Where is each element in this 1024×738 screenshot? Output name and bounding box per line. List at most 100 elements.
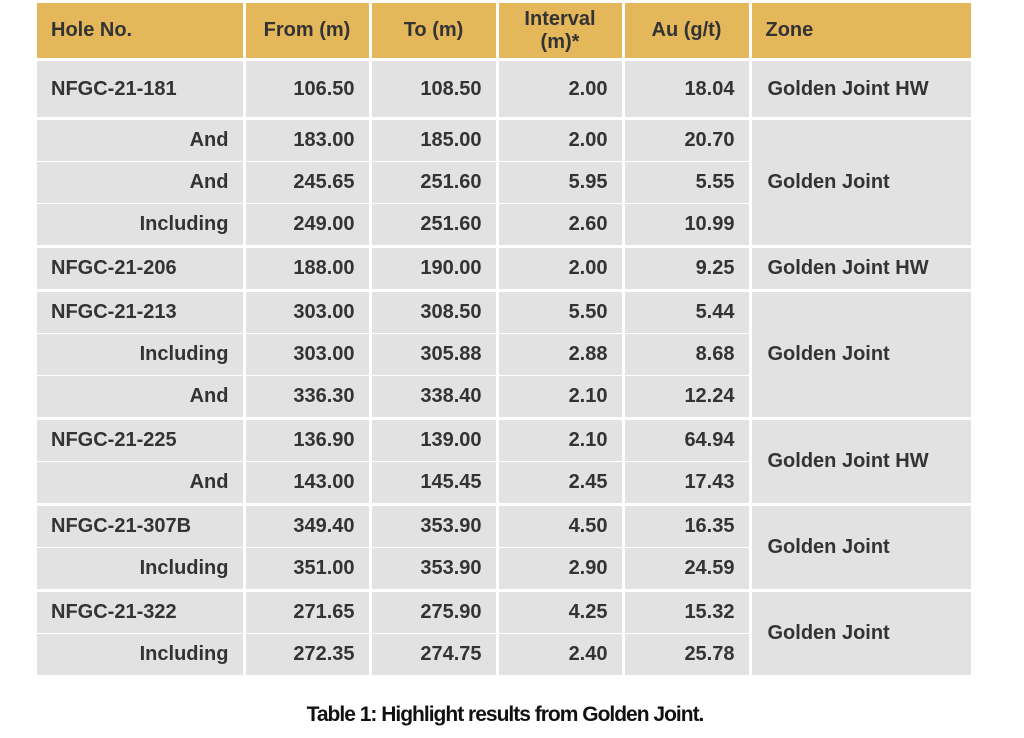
hole-cell: NFGC-21-225 xyxy=(37,417,244,462)
table-row: Including 249.00 251.60 2.60 10.99 xyxy=(37,203,971,247)
table-row: NFGC-21-307B 349.40 353.90 4.50 16.35 Golden … xyxy=(37,503,971,591)
value-cell: 64.94 xyxy=(621,417,750,462)
hole-cell: NFGC-21-206 xyxy=(37,245,244,291)
value-cell: 2.40 xyxy=(495,633,623,675)
table-row: Including 351.00 353.90 2.90 24.59 xyxy=(37,547,971,591)
results-table: Hole No. From (m) To (m) Interval (m)* Au (g… xyxy=(37,3,971,675)
table-row: Including 303.00 305.88 2.88 8.68 xyxy=(37,333,971,376)
value-cell: 145.45 xyxy=(368,461,497,505)
value-cell: 351.00 xyxy=(242,547,370,591)
column-header: Zone xyxy=(748,3,971,60)
zone-cell: Golden Joint HW xyxy=(748,417,971,505)
value-cell: 349.40 xyxy=(242,503,370,548)
value-cell: 25.78 xyxy=(621,633,750,675)
table-row: Including 272.35 274.75 2.40 25.78 xyxy=(37,633,971,675)
value-cell: 16.35 xyxy=(621,503,750,548)
column-header: From (m) xyxy=(242,3,370,60)
hole-cell: Including xyxy=(37,633,244,675)
column-header: Interval (m)* xyxy=(495,3,623,60)
value-cell: 2.45 xyxy=(495,461,623,505)
table-row: NFGC-21-181 106.50 108.50 2.00 18.04 Golden J… xyxy=(37,58,971,119)
value-cell: 188.00 xyxy=(242,245,370,291)
value-cell: 274.75 xyxy=(368,633,497,675)
value-cell: 271.65 xyxy=(242,589,370,634)
value-cell: 2.00 xyxy=(495,58,623,119)
value-cell: 353.90 xyxy=(368,547,497,591)
value-cell: 308.50 xyxy=(368,289,497,334)
value-cell: 4.50 xyxy=(495,503,623,548)
value-cell: 251.60 xyxy=(368,161,497,204)
value-cell: 139.00 xyxy=(368,417,497,462)
value-cell: 20.70 xyxy=(621,117,750,162)
value-cell: 4.25 xyxy=(495,589,623,634)
zone-cell: Golden Joint xyxy=(748,589,971,675)
header-row: Hole No. From (m) To (m) Interval (m)* Au (g… xyxy=(37,3,971,60)
value-cell: 303.00 xyxy=(242,289,370,334)
zone-cell: Golden Joint xyxy=(748,117,971,247)
value-cell: 136.90 xyxy=(242,417,370,462)
hole-cell: NFGC-21-181 xyxy=(37,58,244,119)
value-cell: 303.00 xyxy=(242,333,370,376)
value-cell: 106.50 xyxy=(242,58,370,119)
hole-cell: And xyxy=(37,375,244,419)
value-cell: 15.32 xyxy=(621,589,750,634)
table-row: NFGC-21-213 303.00 308.50 5.50 5.44 Golden Jo… xyxy=(37,289,971,419)
value-cell: 12.24 xyxy=(621,375,750,419)
value-cell: 245.65 xyxy=(242,161,370,204)
value-cell: 305.88 xyxy=(368,333,497,376)
column-header: To (m) xyxy=(368,3,497,60)
hole-cell: Including xyxy=(37,203,244,247)
value-cell: 2.90 xyxy=(495,547,623,591)
value-cell: 338.40 xyxy=(368,375,497,419)
value-cell: 353.90 xyxy=(368,503,497,548)
zone-cell: Golden Joint HW xyxy=(748,245,971,291)
value-cell: 17.43 xyxy=(621,461,750,505)
value-cell: 251.60 xyxy=(368,203,497,247)
hole-cell: NFGC-21-307B xyxy=(37,503,244,548)
zone-cell: Golden Joint xyxy=(748,289,971,419)
value-cell: 249.00 xyxy=(242,203,370,247)
hole-cell: NFGC-21-322 xyxy=(37,589,244,634)
value-cell: 5.55 xyxy=(621,161,750,204)
value-cell: 143.00 xyxy=(242,461,370,505)
hole-cell: And xyxy=(37,117,244,162)
value-cell: 2.00 xyxy=(495,117,623,162)
value-cell: 10.99 xyxy=(621,203,750,247)
value-cell: 24.59 xyxy=(621,547,750,591)
zone-cell: Golden Joint HW xyxy=(748,58,971,119)
table-row: NFGC-21-322 271.65 275.90 4.25 15.32 Golden J… xyxy=(37,589,971,675)
table-row: NFGC-21-225 136.90 139.00 2.10 64.94 Golden J… xyxy=(37,417,971,505)
table-row: And 336.30 338.40 2.10 12.24 xyxy=(37,375,971,419)
value-cell: 5.50 xyxy=(495,289,623,334)
column-header: Au (g/t) xyxy=(621,3,750,60)
value-cell: 2.88 xyxy=(495,333,623,376)
value-cell: 5.95 xyxy=(495,161,623,204)
zone-cell: Golden Joint xyxy=(748,503,971,591)
table-row: NFGC-21-206 188.00 190.00 2.00 9.25 Golden Jo… xyxy=(37,245,971,291)
value-cell: 272.35 xyxy=(242,633,370,675)
hole-cell: Including xyxy=(37,547,244,591)
value-cell: 336.30 xyxy=(242,375,370,419)
hole-cell: Including xyxy=(37,333,244,376)
value-cell: 9.25 xyxy=(621,245,750,291)
value-cell: 275.90 xyxy=(368,589,497,634)
table-row: And 143.00 145.45 2.45 17.43 xyxy=(37,461,971,505)
value-cell: 108.50 xyxy=(368,58,497,119)
hole-cell: And xyxy=(37,161,244,204)
caption: Table 1: Highlight results from Golden J… xyxy=(306,703,705,726)
value-cell: 2.10 xyxy=(495,417,623,462)
column-header: Hole No. xyxy=(37,3,244,60)
value-cell: 8.68 xyxy=(621,333,750,376)
table-row: And 183.00 185.00 2.00 20.70 Golden Joint xyxy=(37,117,971,247)
value-cell: 18.04 xyxy=(621,58,750,119)
value-cell: 2.60 xyxy=(495,203,623,247)
table-row: And 245.65 251.60 5.95 5.55 xyxy=(37,161,971,204)
value-cell: 185.00 xyxy=(368,117,497,162)
value-cell: 183.00 xyxy=(242,117,370,162)
hole-cell: NFGC-21-213 xyxy=(37,289,244,334)
value-cell: 190.00 xyxy=(368,245,497,291)
value-cell: 2.10 xyxy=(495,375,623,419)
value-cell: 5.44 xyxy=(621,289,750,334)
value-cell: 2.00 xyxy=(495,245,623,291)
